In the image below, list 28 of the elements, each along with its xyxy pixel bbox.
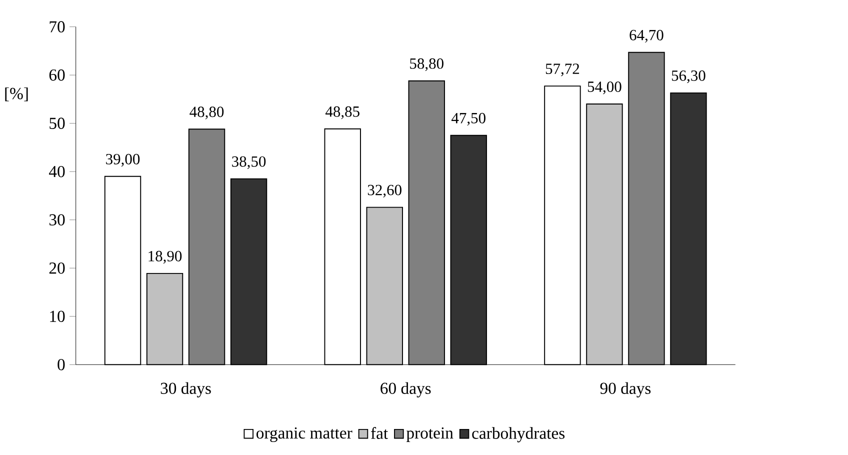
y-tick-label: 70: [50, 21, 65, 32]
data-label: 48,85: [325, 106, 360, 120]
legend-label: carbohydrates: [472, 427, 565, 442]
data-label: 47,50: [451, 112, 486, 126]
y-tick-label: 60: [49, 69, 65, 81]
data-label: 48,80: [190, 106, 224, 120]
data-label: 56,30: [672, 70, 706, 84]
y-tick-label: 50: [50, 118, 65, 130]
y-axis-title: [%]: [5, 87, 28, 102]
data-label: 18,90: [148, 250, 182, 264]
y-tick-label: 40: [49, 166, 65, 178]
x-tick-label: 60 days: [380, 382, 431, 398]
y-tick-label: 30: [49, 214, 65, 226]
legend-label: protein: [406, 427, 454, 442]
data-label: 39,00: [106, 154, 140, 167]
legend-label: fat: [370, 427, 388, 440]
data-label: 58,80: [410, 58, 444, 72]
y-tick-label: 10: [50, 310, 65, 322]
x-tick-label: 30 days: [160, 382, 211, 398]
x-tick-label: 90 days: [600, 382, 651, 398]
legend-label: organic matter: [256, 427, 352, 442]
data-label: 57,72: [546, 64, 580, 76]
data-label: 38,50: [232, 156, 266, 170]
data-label: 54,00: [588, 82, 622, 94]
y-tick-label: 0: [58, 359, 65, 370]
data-label: 32,60: [368, 184, 402, 198]
y-tick-label: 20: [49, 262, 65, 274]
data-label: 64,70: [630, 30, 664, 43]
